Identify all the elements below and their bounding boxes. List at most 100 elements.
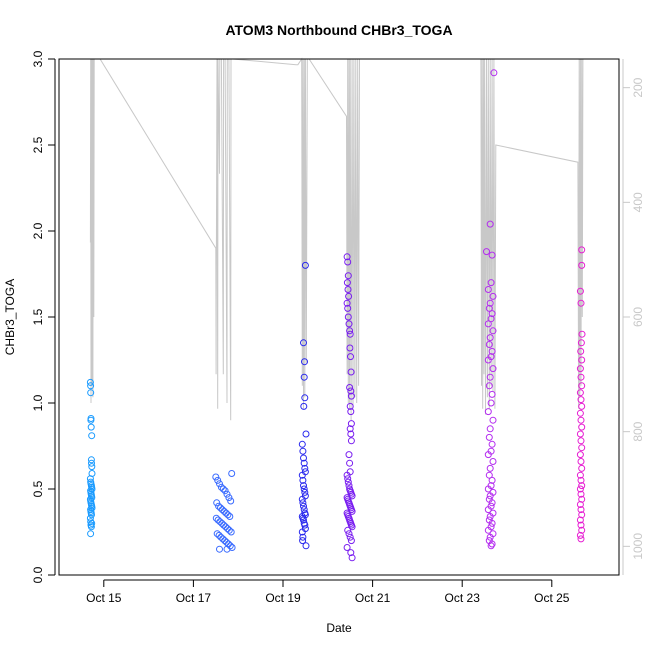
data-point [577, 416, 585, 424]
data-point [300, 373, 308, 381]
data-point [87, 382, 95, 390]
data-point [486, 492, 494, 500]
data-point [301, 464, 309, 472]
data-point [578, 402, 586, 410]
x-tick-label: Oct 21 [355, 591, 391, 605]
data-point [216, 545, 223, 553]
data-point [485, 341, 493, 348]
data-point [343, 544, 351, 551]
data-point [578, 495, 586, 503]
data-point [212, 473, 220, 481]
data-point [347, 408, 355, 416]
data-point [214, 476, 222, 484]
data-point [300, 339, 307, 347]
data-point [484, 526, 492, 534]
data-point [577, 437, 585, 445]
data-point [484, 506, 492, 514]
x-axis-label: Date [326, 621, 352, 635]
y-tick-label: 1.0 [31, 394, 45, 411]
y-tick-label: 0.5 [31, 480, 45, 497]
data-point [488, 347, 496, 355]
y-tick-label: 3.0 [31, 50, 45, 67]
secondary-tick-label: 1000 [631, 533, 645, 560]
data-point [346, 533, 354, 541]
x-tick-label: Oct 25 [534, 591, 570, 605]
data-point [227, 497, 235, 505]
data-point [486, 220, 494, 228]
data-point [346, 327, 354, 335]
data-point [486, 513, 494, 520]
data-point [488, 310, 496, 318]
data-point [347, 420, 355, 428]
data-point [87, 415, 95, 422]
data-point [88, 494, 96, 502]
data-point [224, 511, 232, 519]
data-point [578, 330, 586, 338]
data-point [228, 470, 236, 477]
data-point [578, 382, 586, 390]
secondary-axis-track [89, 57, 584, 421]
plot-frame [58, 58, 620, 576]
data-point [488, 251, 496, 259]
data-point [300, 516, 307, 524]
x-tick-label: Oct 19 [265, 591, 301, 605]
data-point [343, 471, 351, 479]
data-point [86, 378, 94, 386]
data-point [88, 463, 96, 471]
data-point [88, 485, 96, 493]
chart-title: ATOM3 Northbound CHBr3_TOGA [225, 22, 452, 38]
x-tick-label: Oct 15 [86, 591, 122, 605]
data-point [223, 545, 231, 553]
secondary-track-line [89, 57, 584, 421]
x-tick-label: Oct 17 [176, 591, 212, 605]
data-point [347, 392, 355, 400]
data-point [346, 425, 354, 433]
data-point [302, 430, 310, 438]
data-point [578, 356, 586, 364]
data-point [576, 531, 584, 539]
data-point [348, 507, 356, 515]
data-point [489, 416, 497, 424]
data-point [578, 482, 586, 490]
data-point [577, 347, 585, 355]
data-point [223, 538, 230, 546]
data-point [343, 279, 351, 287]
data-point [483, 248, 490, 256]
data-point [576, 516, 584, 524]
data-point [299, 447, 307, 455]
data-point [486, 334, 494, 342]
data-point [488, 476, 496, 484]
data-point [216, 480, 223, 488]
data-point [87, 423, 95, 431]
secondary-tick-label: 400 [631, 192, 645, 212]
data-point [227, 528, 235, 536]
data-point [486, 299, 494, 307]
data-point [489, 327, 497, 335]
data-point [88, 459, 95, 467]
data-point [484, 485, 492, 493]
data-point [225, 494, 233, 502]
data-point [486, 425, 494, 433]
secondary-tick-label: 800 [631, 421, 645, 441]
data-point [348, 523, 356, 531]
data-point [344, 286, 352, 293]
data-point [221, 487, 229, 495]
data-point [347, 387, 355, 395]
data-point [487, 279, 495, 287]
data-point [577, 535, 585, 543]
data-point [302, 542, 310, 550]
data-point [486, 373, 494, 381]
data-point [576, 485, 584, 493]
x-tick-label: Oct 23 [445, 591, 481, 605]
data-point [346, 402, 354, 410]
data-point [484, 320, 492, 328]
data-point [88, 511, 95, 519]
data-point [301, 394, 309, 402]
data-point [484, 408, 492, 416]
data-point [87, 523, 95, 531]
data-point [86, 475, 94, 483]
y-tick-label: 2.0 [31, 222, 45, 239]
secondary-y-axis: 200 400 600 800 1000 [622, 59, 645, 575]
data-point [87, 389, 95, 397]
